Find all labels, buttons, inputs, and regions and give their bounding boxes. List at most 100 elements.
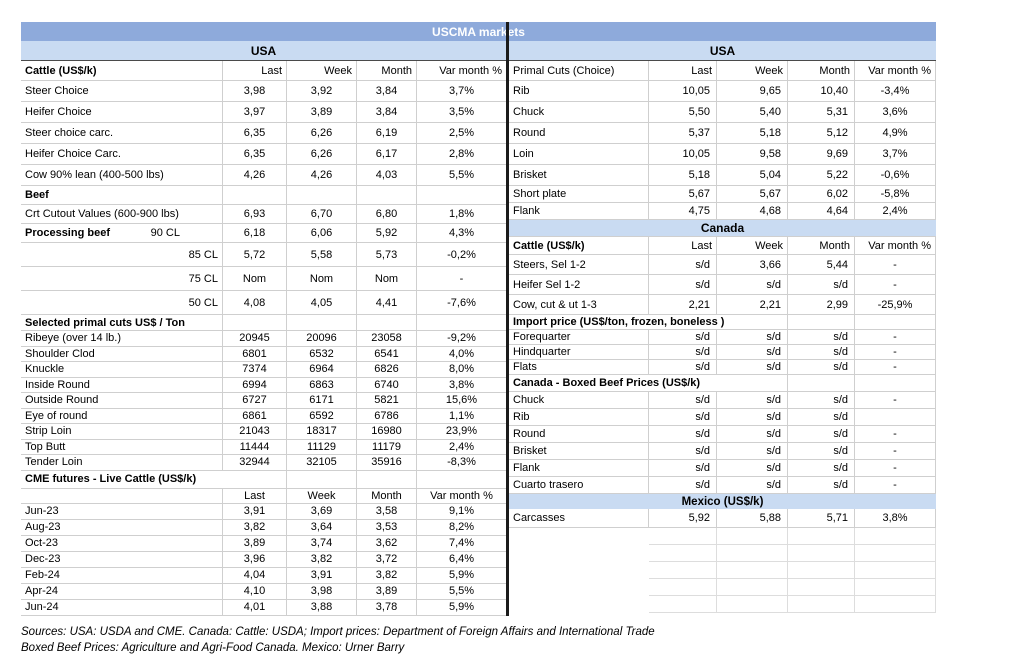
center-divider	[506, 22, 509, 616]
value-month: 6740	[357, 377, 417, 392]
row-label: Steer choice carc.	[21, 123, 223, 143]
empty-cell	[223, 186, 287, 204]
value-week: 5,04	[717, 165, 788, 185]
empty-cell	[717, 545, 788, 562]
value-last: 3,89	[223, 535, 287, 551]
table-row: Knuckle 7374 6964 6826 8,0%	[21, 362, 506, 378]
value-week: 5,40	[717, 102, 788, 122]
value-week: 5,88	[717, 509, 788, 527]
value-last: 6861	[223, 408, 287, 423]
row-label: Outside Round	[21, 393, 223, 408]
empty-cell	[417, 471, 506, 488]
section-title-primal-cuts: Primal Cuts (Choice)	[509, 61, 649, 80]
empty-row	[509, 562, 936, 579]
canada-cattle-header-row: Cattle (US$/k) Last Week Month Var month…	[509, 237, 936, 255]
value-var: 23,9%	[445, 425, 478, 438]
table-row: Strip Loin 21043 18317 16980 23,9%	[21, 424, 506, 440]
col-header-week: Week	[717, 237, 788, 254]
value-week: 11129	[287, 439, 357, 454]
row-label: Round	[509, 123, 649, 143]
value-week: s/d	[717, 392, 788, 408]
table-row: 50 CL 4,08 4,05 4,41 -7,6%	[21, 291, 506, 315]
processing-beef-row: Processing beef 90 CL 6,18 6,06 5,92 4,3…	[21, 224, 506, 243]
empty-cell	[287, 315, 357, 330]
value-var: 3,8%	[448, 378, 475, 391]
value-month: 6786	[357, 408, 417, 423]
value-week: 20096	[287, 331, 357, 346]
row-label: Chuck	[509, 102, 649, 122]
value-var: 1,8%	[448, 208, 475, 220]
col-header-last: Last	[649, 61, 717, 80]
value-month: s/d	[788, 345, 855, 359]
table-row: Cuarto trasero s/d s/d s/d -	[509, 477, 936, 494]
table-row: Dec-23 3,96 3,82 3,72 6,4%	[21, 551, 506, 568]
table-row: Rib 10,05 9,65 10,40 -3,4%	[509, 81, 936, 102]
value-month: 3,89	[357, 583, 417, 599]
value-week: s/d	[717, 443, 788, 459]
empty-cell	[509, 579, 649, 596]
value-week: 6863	[287, 377, 357, 392]
primal-cuts-header-row: Primal Cuts (Choice) Last Week Month Var…	[509, 60, 936, 81]
value-var: -0,6%	[855, 165, 936, 185]
value-var: 3,7%	[448, 85, 475, 97]
value-month: 5,73	[357, 243, 417, 266]
col-header-var: Var month %	[439, 64, 502, 77]
value-var: -	[855, 443, 936, 459]
value-week: 5,18	[717, 123, 788, 143]
value-var: 6,4%	[448, 553, 475, 565]
col-header-month: Month	[357, 488, 417, 503]
empty-row	[509, 545, 936, 562]
value-var: 3,8%	[855, 509, 936, 527]
row-label: Jun-23	[21, 503, 223, 519]
value-month: 5,12	[788, 123, 855, 143]
boxed-beef-header: Canada - Boxed Beef Prices (US$/k)	[509, 375, 936, 392]
value-var: 5,9%	[448, 601, 475, 613]
value-var: 15,6%	[445, 394, 478, 407]
table-row: Forequarter s/d s/d s/d -	[509, 330, 936, 345]
row-label: Loin	[509, 144, 649, 164]
value-last: 4,08	[223, 291, 287, 314]
table-row: Eye of round 6861 6592 6786 1,1%	[21, 408, 506, 424]
col-header-last: Last	[223, 488, 287, 503]
mexico-rows: Carcasses 5,92 5,88 5,71 3,8%	[509, 509, 936, 528]
selected-primal-rows: Ribeye (over 14 lb.) 20945 20096 23058 -…	[21, 331, 506, 471]
empty-cell	[287, 186, 357, 204]
value-last: 2,21	[649, 295, 717, 314]
row-label: Feb-24	[21, 567, 223, 583]
empty-cell	[855, 562, 936, 579]
col-header-last: Last	[649, 237, 717, 254]
table-row: Shoulder Clod 6801 6532 6541 4,0%	[21, 346, 506, 362]
value-last: 4,10	[223, 583, 287, 599]
value-week: 3,98	[287, 583, 357, 599]
section-title-cme: CME futures - Live Cattle (US$/k)	[21, 470, 287, 488]
value-week: 6,26	[287, 144, 357, 164]
row-label: Eye of round	[21, 408, 223, 423]
value-last: s/d	[649, 477, 717, 493]
value-var: 5,5%	[448, 169, 475, 181]
value-month: 3,84	[357, 81, 417, 101]
value-month: 6,80	[357, 205, 417, 223]
value-var: 2,8%	[448, 148, 475, 160]
section-title-cattle: Cattle (US$/k)	[21, 61, 223, 80]
empty-cell	[417, 186, 506, 204]
value-month: s/d	[788, 426, 855, 442]
row-label: Aug-23	[21, 519, 223, 535]
table-row: Rib s/d s/d s/d	[509, 409, 936, 426]
empty-cell	[788, 596, 855, 613]
value-last: 10,05	[649, 144, 717, 164]
table-row: Heifer Choice 3,97 3,89 3,84 3,5%	[21, 102, 506, 123]
row-label: Hindquarter	[509, 345, 649, 359]
value-last: 6,18	[223, 224, 287, 242]
col-header-month: Month	[357, 61, 417, 80]
value-last: 3,82	[223, 519, 287, 535]
row-label: Processing beef 90 CL	[21, 224, 223, 242]
table-body: USA Cattle (US$/k) Last Week Month Var m…	[21, 41, 936, 616]
value-week: s/d	[717, 409, 788, 425]
value-last: Nom	[223, 267, 287, 290]
empty-cell	[788, 579, 855, 596]
row-label: Crt Cutout Values (600-900 lbs)	[21, 205, 223, 223]
value-last: s/d	[649, 426, 717, 442]
table-row: Hindquarter s/d s/d s/d -	[509, 345, 936, 360]
table-row: Outside Round 6727 6171 5821 15,6%	[21, 393, 506, 409]
value-last: 6994	[223, 377, 287, 392]
